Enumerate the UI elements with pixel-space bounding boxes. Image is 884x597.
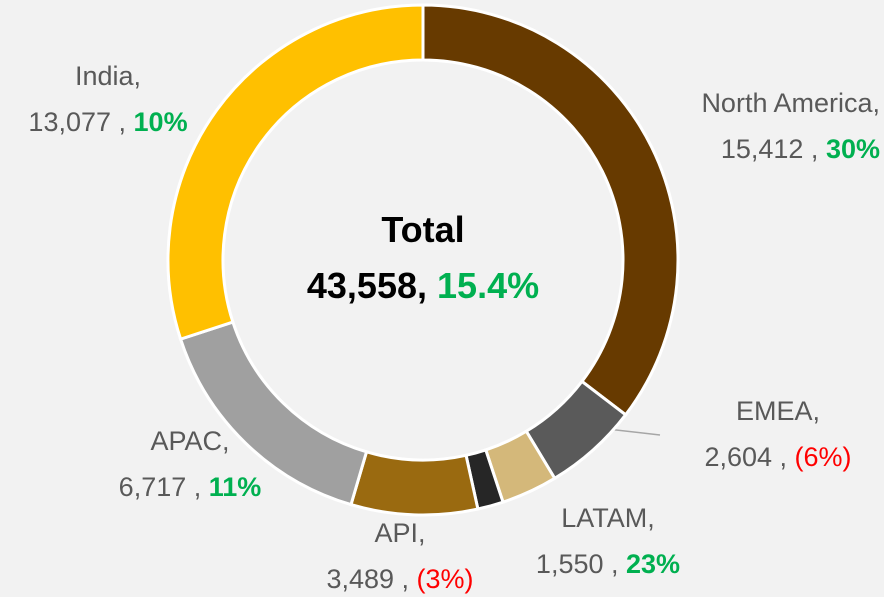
donut-segment [166, 3, 425, 342]
segment-name: India, [75, 61, 141, 91]
total-title: Total [381, 209, 464, 250]
segment-value-line: 2,604 , (6%) [704, 442, 851, 472]
segment-value-line: 1,550 , 23% [536, 549, 680, 579]
segment-growth: (3%) [417, 564, 474, 594]
segment-growth: 23% [626, 549, 680, 579]
segment-growth: (6%) [795, 442, 852, 472]
segment-value: 2,604 , [704, 442, 787, 472]
segment-name: North America, [701, 88, 880, 118]
segment-value-line: 3,489 , (3%) [326, 564, 473, 594]
segment-value-line: 15,412 , 30% [721, 134, 880, 164]
segment-name: APAC, [150, 426, 229, 456]
donut-segment [349, 449, 480, 517]
segment-name: API, [374, 518, 425, 548]
segment-growth: 30% [826, 134, 880, 164]
segment-value: 6,717 , [119, 472, 202, 502]
segment-value: 1,550 , [536, 549, 619, 579]
segment-growth: 10% [134, 107, 188, 137]
donut-segment [421, 3, 680, 417]
total-line: 43,558, 15.4% [307, 265, 539, 306]
segment-value-line: 13,077 , 10% [28, 107, 187, 137]
segment-value: 13,077 , [28, 107, 126, 137]
segment-name: LATAM, [561, 503, 655, 533]
segment-name: EMEA, [736, 396, 820, 426]
segment-value-line: 6,717 , 11% [119, 472, 262, 502]
segment-value: 15,412 , [721, 134, 819, 164]
segment-value: 3,489 , [326, 564, 409, 594]
segment-growth: 11% [209, 472, 262, 502]
total-growth: 15.4% [437, 265, 539, 306]
total-value: 43,558, [307, 265, 427, 306]
